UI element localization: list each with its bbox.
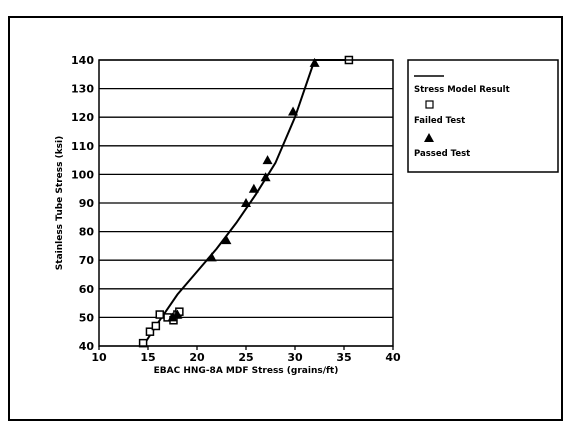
y-axis-ticks: 40 50 60 70 80 90 100 110 120 130 140 bbox=[71, 54, 94, 353]
passed-test-point bbox=[260, 172, 271, 182]
legend-label-failed: Failed Test bbox=[414, 116, 465, 126]
failed-test-point bbox=[145, 327, 155, 336]
x-tick-label: 20 bbox=[189, 351, 205, 364]
y-tick-label: 60 bbox=[79, 283, 95, 296]
y-tick-label: 80 bbox=[79, 226, 95, 239]
passed-test-point bbox=[248, 183, 259, 193]
legend-label-model: Stress Model Result bbox=[414, 85, 510, 95]
model-result-line bbox=[142, 59, 349, 347]
y-tick-label: 130 bbox=[71, 83, 94, 96]
passed-test-point bbox=[241, 198, 251, 207]
x-tick-label: 30 bbox=[287, 351, 303, 364]
passed-test-point bbox=[206, 252, 217, 262]
passed-test-point bbox=[309, 57, 320, 67]
y-tick-label: 50 bbox=[79, 311, 95, 324]
x-axis-label: EBAC HNG-8A MDF Stress (grains/ft) bbox=[154, 366, 339, 376]
x-tick-label: 40 bbox=[385, 351, 401, 364]
legend-label-passed: Passed Test bbox=[414, 149, 470, 159]
failed-test-point bbox=[151, 321, 161, 331]
x-axis-ticks: 10 15 20 25 30 35 40 bbox=[91, 346, 401, 364]
legend-square-symbol bbox=[425, 100, 434, 109]
series-layer bbox=[138, 55, 354, 348]
y-tick-label: 70 bbox=[79, 254, 95, 267]
y-axis-label: Stainless Tube Stress (ksi) bbox=[55, 136, 65, 270]
x-tick-label: 10 bbox=[91, 351, 107, 364]
x-tick-label: 35 bbox=[336, 351, 351, 364]
failed-test-point bbox=[155, 310, 165, 319]
legend-triangle-symbol bbox=[424, 133, 434, 142]
y-tick-label: 40 bbox=[79, 340, 95, 353]
passed-test-point bbox=[262, 155, 273, 165]
legend: Stress Model Result Failed Test Passed T… bbox=[407, 59, 559, 173]
passed-test-point bbox=[221, 235, 232, 245]
passed-test-point bbox=[167, 312, 178, 322]
x-tick-label: 25 bbox=[238, 351, 253, 364]
y-tick-label: 140 bbox=[71, 54, 94, 67]
figure-frame bbox=[8, 16, 563, 421]
y-tick-label: 120 bbox=[71, 111, 94, 124]
x-tick-label: 15 bbox=[140, 351, 155, 364]
y-tick-label: 110 bbox=[71, 140, 94, 153]
legend-box bbox=[407, 59, 559, 173]
y-tick-label: 90 bbox=[79, 197, 95, 210]
passed-test-point bbox=[172, 309, 183, 319]
y-tick-label: 100 bbox=[71, 168, 94, 181]
passed-test-point bbox=[288, 106, 299, 116]
